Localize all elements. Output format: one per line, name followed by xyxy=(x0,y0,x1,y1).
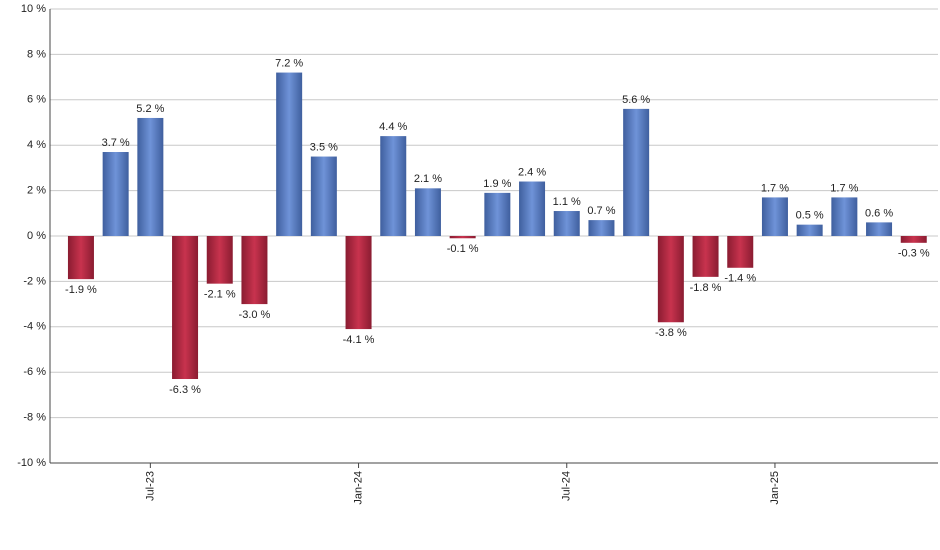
y-tick-label: -8 % xyxy=(23,412,46,424)
x-tick-label: Jan-24 xyxy=(352,471,364,505)
bar xyxy=(414,188,441,236)
data-label: -3.0 % xyxy=(239,309,271,321)
data-label: 1.1 % xyxy=(553,196,581,208)
y-tick-label: -2 % xyxy=(23,275,46,287)
y-tick-label: 0 % xyxy=(27,230,46,242)
data-label: 1.7 % xyxy=(830,182,858,194)
y-tick-label: 10 % xyxy=(21,3,46,15)
data-label: 4.4 % xyxy=(379,121,407,133)
y-tick-label: -6 % xyxy=(23,366,46,378)
data-label: 1.7 % xyxy=(761,182,789,194)
bar xyxy=(588,220,615,236)
data-label: 5.2 % xyxy=(136,103,164,115)
bar xyxy=(553,211,580,236)
y-tick-label: 2 % xyxy=(27,185,46,197)
data-label: 3.5 % xyxy=(310,141,338,153)
data-label: 3.7 % xyxy=(102,137,130,149)
data-label: 5.6 % xyxy=(622,94,650,106)
data-label: 7.2 % xyxy=(275,57,303,69)
bar xyxy=(137,117,164,236)
data-label: -6.3 % xyxy=(169,384,201,396)
data-label: -3.8 % xyxy=(655,327,687,339)
data-label: 2.1 % xyxy=(414,173,442,185)
bar xyxy=(241,236,268,305)
y-tick-label: 6 % xyxy=(27,94,46,106)
data-label: -2.1 % xyxy=(204,289,236,301)
bar xyxy=(172,236,199,380)
bar xyxy=(67,236,94,280)
bar xyxy=(796,224,823,236)
data-label: -1.4 % xyxy=(724,273,756,285)
y-tick-label: 8 % xyxy=(27,48,46,60)
data-label: 0.6 % xyxy=(865,207,893,219)
bar xyxy=(900,236,927,243)
bar xyxy=(657,236,684,323)
bar xyxy=(623,108,650,236)
y-tick-label: -10 % xyxy=(17,457,46,469)
data-label: -4.1 % xyxy=(343,334,375,346)
bar xyxy=(866,222,893,236)
data-label: 2.4 % xyxy=(518,166,546,178)
bar xyxy=(519,181,546,236)
data-label: -1.9 % xyxy=(65,284,97,296)
data-label: -0.3 % xyxy=(898,248,930,260)
bar xyxy=(345,236,372,330)
data-label: -0.1 % xyxy=(447,243,479,255)
bar xyxy=(102,152,129,236)
data-label: 0.5 % xyxy=(796,210,824,222)
x-tick-label: Jul-24 xyxy=(561,471,573,501)
bar xyxy=(206,236,233,284)
y-tick-label: 4 % xyxy=(27,139,46,151)
data-label: 0.7 % xyxy=(587,205,615,217)
x-tick-label: Jul-23 xyxy=(144,471,156,501)
bar xyxy=(761,197,788,236)
bar xyxy=(727,236,754,268)
bar xyxy=(310,156,337,236)
y-tick-label: -4 % xyxy=(23,321,46,333)
bar xyxy=(692,236,719,277)
bar xyxy=(380,136,407,236)
bar xyxy=(276,72,303,236)
bar xyxy=(484,192,511,236)
data-label: 1.9 % xyxy=(483,178,511,190)
x-tick-label: Jan-25 xyxy=(769,471,781,505)
data-label: -1.8 % xyxy=(690,282,722,294)
bar xyxy=(831,197,858,236)
bar xyxy=(449,236,476,239)
